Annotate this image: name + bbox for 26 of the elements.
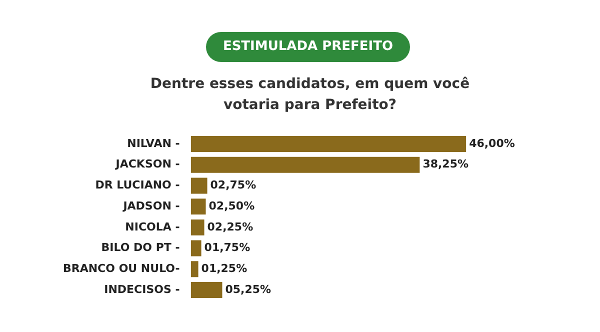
bar <box>190 136 466 152</box>
chart-subtitle: Dentre esses candidatos, em quem você votaria para Prefeito? <box>149 75 471 115</box>
data-label: 01,25% <box>201 262 248 275</box>
y-tick-label: NICOLA - <box>125 220 180 234</box>
data-label: 02,75% <box>210 178 256 192</box>
bar <box>190 282 222 298</box>
bar <box>190 178 208 194</box>
y-tick-label: INDECISOS - <box>104 282 180 296</box>
bar <box>190 240 202 256</box>
data-label: 01,75% <box>204 241 250 254</box>
bar <box>190 261 198 278</box>
data-label: 46,00% <box>469 136 515 150</box>
chart-title: ESTIMULADA PREFEITO <box>206 32 410 62</box>
y-tick-label: JADSON - <box>122 199 180 212</box>
data-label: 02,50% <box>208 199 255 212</box>
data-label: 38,25% <box>422 158 469 171</box>
y-tick-label: BILO DO PT - <box>101 241 180 254</box>
y-tick-label: NILVAN - <box>127 136 180 150</box>
data-label: 05,25% <box>225 282 272 296</box>
bar <box>190 219 204 236</box>
y-tick-label: JACKSON - <box>114 158 180 171</box>
data-label: 02,25% <box>207 220 254 234</box>
bar <box>190 198 206 215</box>
y-tick-label: DR LUCIANO - <box>95 178 180 192</box>
bar <box>190 156 420 173</box>
y-tick-label: BRANCO OU NULO- <box>62 262 180 275</box>
